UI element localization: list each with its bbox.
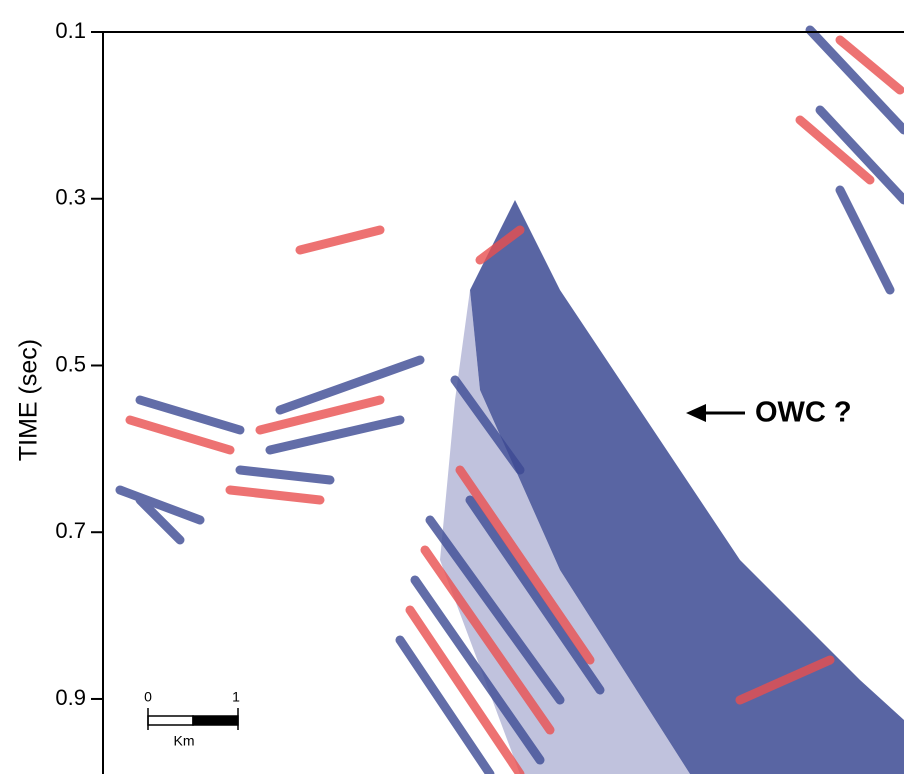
y-tick-label: 0.3 (55, 185, 86, 210)
annotation: OWC ? (755, 397, 852, 429)
y-axis-title: TIME (sec) (15, 339, 43, 461)
seismic-section (115, 25, 904, 774)
owc-arrow (686, 404, 745, 422)
scale-unit: Km (174, 733, 195, 749)
y-tick-label: 0.5 (55, 351, 86, 376)
scale-bar (147, 708, 239, 730)
y-tick-label: 0.1 (55, 18, 86, 43)
scale-tick-label: 0 (144, 689, 152, 705)
scale-tick-label: 1 (232, 689, 240, 705)
y-tick-label: 0.9 (55, 685, 86, 710)
y-tick-label: 0.7 (55, 518, 86, 543)
